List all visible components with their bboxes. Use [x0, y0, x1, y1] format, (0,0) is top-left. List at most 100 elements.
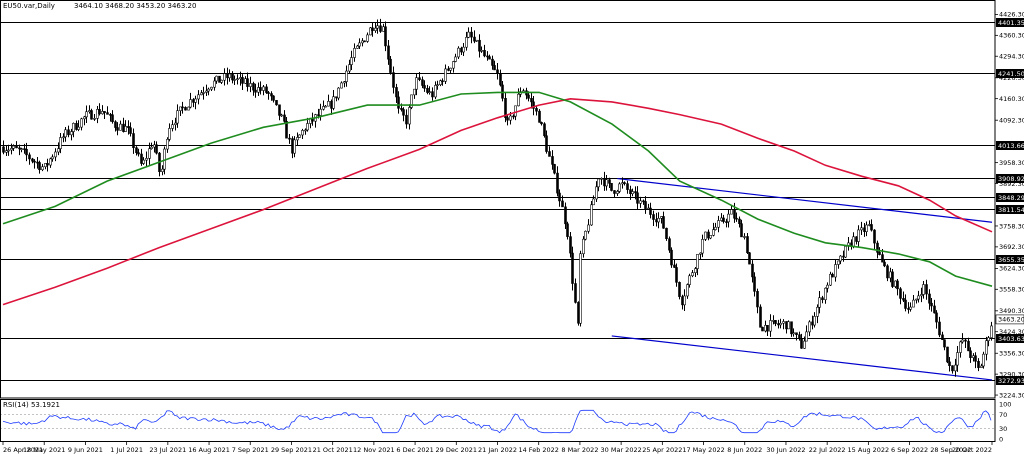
candle-bull: [171, 124, 174, 129]
candle-bear: [504, 98, 507, 118]
level-price-label: 3655.35: [998, 256, 1024, 264]
candle-bull: [982, 353, 985, 367]
candle-bull: [826, 284, 829, 289]
x-tick-label: 29 Dec 2021: [436, 446, 478, 454]
level-price-badge: [996, 255, 1024, 264]
candle-bull: [857, 229, 860, 242]
candle-bull: [769, 320, 772, 332]
level-price-badge: [996, 334, 1024, 343]
candle-bear: [278, 104, 281, 116]
candle-bear: [90, 110, 93, 120]
candle-bull: [616, 191, 619, 194]
candle-bear: [821, 297, 824, 301]
candle-bull: [322, 106, 325, 110]
candle-bull: [639, 200, 642, 204]
candle-bull: [813, 316, 816, 326]
candle-bull: [699, 252, 702, 255]
candle-bull: [51, 156, 54, 160]
rsi-panel: 100 70 30 0 RSI(14) 53.1921: [0, 400, 1011, 443]
candle-bear: [977, 360, 980, 368]
candle-bear: [675, 267, 678, 283]
candle-bull: [517, 93, 520, 107]
candle-bear: [938, 321, 941, 336]
candle-bull: [579, 253, 582, 324]
y-tick-label: 3758.30: [999, 222, 1024, 230]
candle-bull: [915, 298, 918, 301]
candle-bear: [103, 111, 106, 113]
x-tick-label: 17 May 2022: [682, 446, 724, 454]
candle-bear: [673, 264, 676, 268]
candle-bull: [124, 126, 127, 132]
candle-bear: [527, 94, 530, 99]
candle-bull: [348, 64, 351, 72]
candle-bear: [540, 122, 543, 125]
candle-bear: [668, 238, 671, 251]
candle-bear: [759, 306, 762, 328]
candle-bear: [488, 56, 491, 60]
candle-bear: [678, 282, 681, 297]
candle-bear: [878, 252, 881, 255]
candle-bull: [215, 75, 218, 82]
candle-bull: [475, 39, 478, 42]
candle-bull: [280, 114, 283, 117]
candle-bull: [582, 238, 585, 255]
x-tick-label: 22 Jul 2022: [809, 446, 846, 454]
candle-bear: [740, 223, 743, 238]
candle-bull: [236, 78, 239, 81]
candle-bear: [283, 114, 286, 122]
x-tick-label: 20 Oct 2022: [952, 446, 992, 454]
candle-bear: [951, 365, 954, 372]
candle-bear: [891, 271, 894, 287]
y-tick-label: 4092.30: [999, 117, 1024, 125]
candle-bull: [49, 158, 52, 166]
candle-bear: [800, 337, 803, 349]
candle-bull: [449, 67, 452, 71]
candle-bear: [132, 133, 135, 149]
candle-bear: [733, 209, 736, 219]
y-tick-label: 3490.30: [999, 307, 1024, 315]
candle-bull: [917, 295, 920, 300]
level-price-badge: [996, 141, 1024, 150]
candle-bear: [496, 69, 499, 74]
candle-bear: [790, 321, 793, 335]
candle-bull: [145, 158, 148, 161]
candle-bull: [239, 77, 242, 80]
candle-bear: [470, 31, 473, 38]
candle-bull: [142, 159, 145, 164]
candle-bear: [722, 217, 725, 222]
candle-bull: [77, 126, 80, 130]
x-tick-label: 30 Jun 2022: [766, 446, 805, 454]
candle-bear: [265, 86, 268, 93]
candle-bear: [135, 147, 138, 153]
candle-bear: [111, 114, 114, 123]
candle-bear: [226, 73, 229, 79]
candle-bull: [80, 118, 83, 128]
candle-bear: [613, 190, 616, 194]
candle-bear: [246, 78, 249, 87]
candle-bull: [358, 42, 361, 47]
candle-bull: [415, 77, 418, 90]
candle-bear: [670, 249, 673, 266]
candle-bear: [623, 182, 626, 184]
level-price-label: 3403.63: [998, 335, 1024, 343]
candle-bull: [12, 145, 15, 149]
candle-bear: [530, 98, 533, 103]
candle-bear: [241, 77, 244, 84]
candle-bear: [564, 206, 567, 225]
candle-bull: [837, 260, 840, 265]
candle-bear: [499, 73, 502, 86]
candle-bear: [569, 236, 572, 254]
level-price-label: 3811.54: [998, 206, 1024, 214]
candle-bear: [2, 146, 5, 153]
candle-bear: [738, 218, 741, 225]
candle-bull: [96, 109, 99, 119]
candle-bull: [808, 321, 811, 333]
candle-bull: [293, 139, 296, 154]
candle-bear: [109, 114, 112, 116]
candle-bear: [933, 305, 936, 314]
x-tick-label: 12 Nov 2021: [353, 446, 395, 454]
candle-bear: [116, 127, 119, 131]
